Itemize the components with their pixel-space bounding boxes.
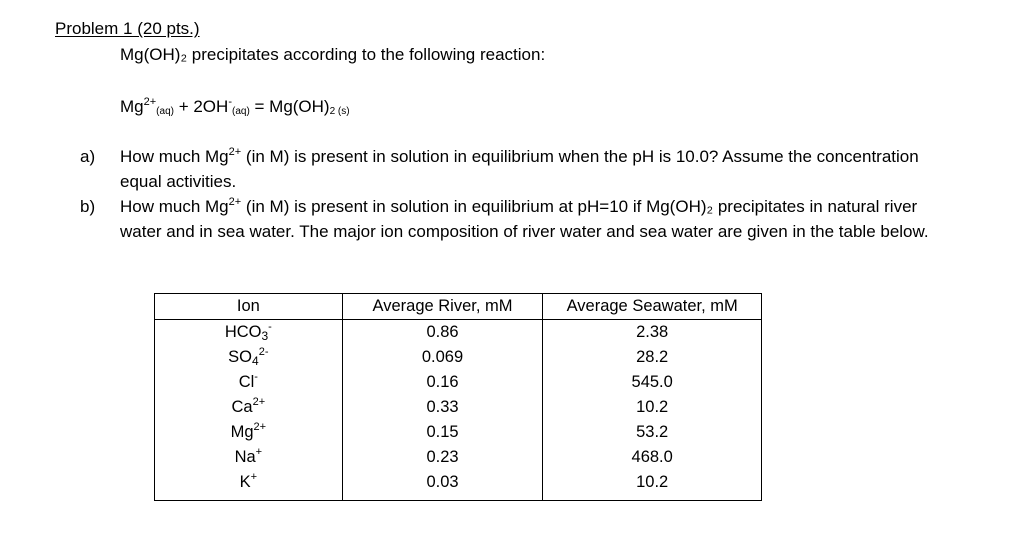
ion-symbol: Mg [230,423,254,441]
eq-solid: (s) [335,106,350,117]
ion-charge: + [255,446,263,458]
river-value: 0.069 [342,345,544,370]
seawater-value: 10.2 [636,473,669,491]
river-value: 0.33 [342,395,544,420]
ion-subscript: 4 [252,354,259,368]
table-row: Ca2+ 0.33 10.2 [154,395,762,420]
table-row: Mg2+ 0.15 53.2 [154,420,762,445]
eq-mg-charge: 2+ [143,96,157,108]
ion-cell: Ca2+ [154,395,343,420]
ion-charge: + [250,471,258,483]
eq-two: 2 [329,106,336,117]
table-row: SO42- 0.069 28.2 [154,345,762,370]
table-row: K+ 0.03 10.2 [154,470,762,501]
eq-aq-2: (aq) [231,106,250,117]
ion-charge: - [268,321,272,333]
ion-cell: HCO3- [154,319,343,345]
header-ion: Ion [154,293,343,320]
river-value: 0.23 [342,445,544,470]
ion-symbol: Cl [238,373,255,391]
ion-cell: K+ [154,470,343,501]
ion-symbol: HCO [224,323,262,341]
header-river: Average River, mM [342,293,544,320]
ion-charge: - [254,371,258,383]
question-a-marker: a) [80,147,96,166]
river-value: 0.16 [342,370,544,395]
question-a-post: (in M) is present in solution in equilib… [120,147,919,191]
table-row: HCO3- 0.86 2.38 [154,319,762,345]
eq-mg: Mg [120,97,144,116]
question-a-charge: 2+ [228,146,242,158]
seawater-value: 28.2 [636,348,669,366]
eq-plus-oh: + 2OH [173,97,229,116]
question-b-charge: 2+ [228,196,242,208]
ion-charge: 2- [258,346,269,358]
question-a-pre: How much Mg [120,147,229,166]
question-b-post: (in M) is present in solution in equilib… [120,197,929,241]
river-value: 0.86 [342,319,544,345]
river-value: 0.03 [342,470,544,501]
seawater-value: 10.2 [636,398,669,416]
question-b-text: How much Mg2+ (in M) is present in solut… [120,194,960,244]
seawater-value: 545.0 [631,373,673,391]
seawater-value: 2.38 [636,323,669,341]
seawater-value: 468.0 [631,448,673,466]
table-row: Cl- 0.16 545.0 [154,370,762,395]
eq-aq-1: (aq) [156,106,174,117]
ion-cell: SO42- [154,345,343,370]
ion-cell: Cl- [154,370,343,395]
ion-charge: 2+ [252,396,266,408]
ion-symbol: Na [234,448,256,466]
reaction-equation: Mg2+(aq) + 2OH-(aq) = Mg(OH)2 (s) [120,94,350,124]
table-header-row: Ion Average River, mM Average Seawater, … [154,293,762,320]
table-row: Na+ 0.23 468.0 [154,445,762,470]
eq-oh-charge: - [228,96,232,108]
ion-symbol: K [239,473,251,491]
table-body: HCO3- 0.86 2.38 SO42- 0.069 28.2 Cl- 0.16 545.0 C… [154,319,762,501]
eq-equals-product: = Mg(OH) [249,97,330,116]
ion-composition-table: Ion Average River, mM Average Seawater, … [154,293,762,501]
ion-cell: Mg2+ [154,420,343,445]
ion-subscript: 3 [261,329,269,343]
seawater-value: 53.2 [636,423,669,441]
ion-symbol: SO [228,348,253,366]
header-seawater: Average Seawater, mM [542,293,762,320]
question-b-pre: How much Mg [120,197,229,216]
ion-cell: Na+ [154,445,343,470]
ion-charge: 2+ [253,421,267,433]
ion-symbol: Ca [231,398,253,416]
question-b-marker: b) [80,197,96,216]
problem-title: Problem 1 (20 pts.) [55,19,200,38]
question-a-text: How much Mg2+ (in M) is present in solut… [120,144,960,194]
river-value: 0.15 [342,420,544,445]
problem-intro: Mg(OH)₂ precipitates according to the fo… [120,45,546,64]
